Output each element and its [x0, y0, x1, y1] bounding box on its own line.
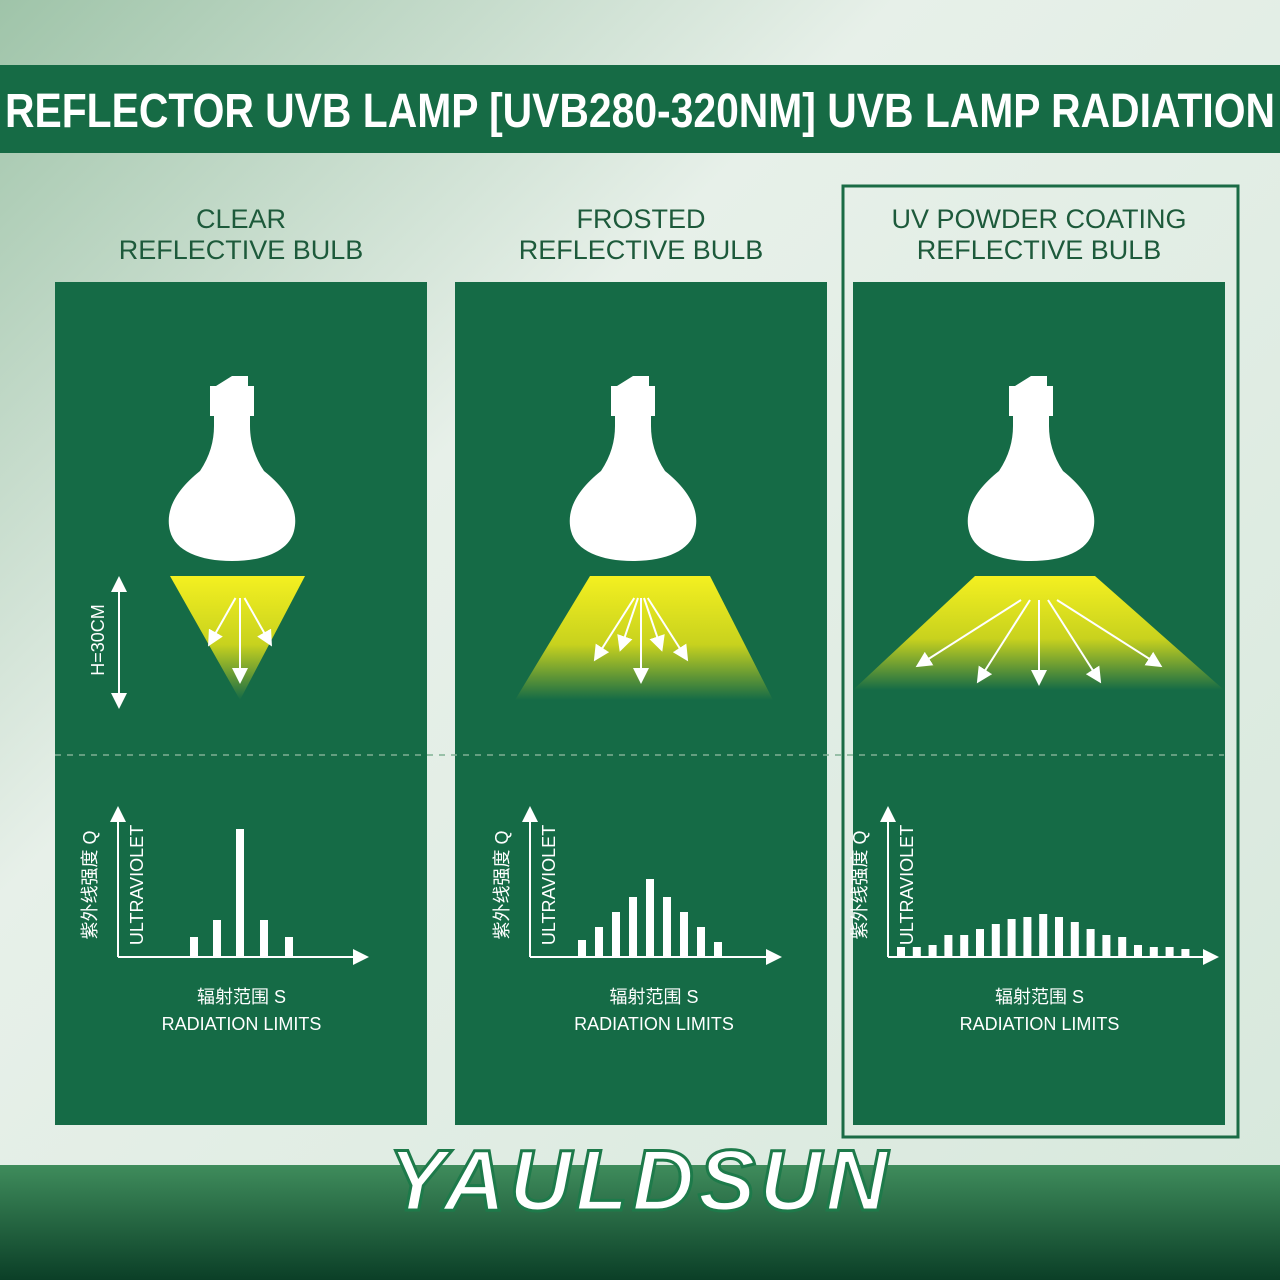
ray [243, 597, 272, 647]
bar [897, 947, 905, 957]
bar [1134, 945, 1142, 957]
bar [1181, 949, 1190, 957]
x-label-cn: 辐射范围 S [609, 987, 698, 1007]
ray [1056, 599, 1163, 668]
bar [1023, 917, 1032, 957]
bar [1070, 922, 1079, 957]
panel-title: REFLECTIVE BULB [917, 235, 1162, 265]
ray [646, 597, 689, 662]
panel-title: UV POWDER COATING [891, 204, 1186, 234]
y-label-cn: 紫外线强度 Q [492, 830, 512, 939]
ray [593, 597, 636, 662]
bar [714, 942, 722, 957]
x-label-cn: 辐射范围 S [197, 987, 286, 1007]
ray [1047, 599, 1102, 684]
bar [1149, 947, 1158, 957]
panel-title: REFLECTIVE BULB [519, 235, 764, 265]
bar [663, 897, 671, 957]
bar [1102, 935, 1111, 957]
bar [595, 927, 603, 957]
header-band [0, 65, 1280, 153]
ray [208, 597, 237, 647]
bar [213, 920, 221, 957]
x-label-en: RADIATION LIMITS [162, 1014, 322, 1034]
bar [697, 927, 705, 957]
height-label: H=30CM [88, 604, 108, 676]
x-label-en: RADIATION LIMITS [960, 1014, 1120, 1034]
bar [976, 929, 984, 957]
bar [928, 945, 937, 957]
ray [976, 599, 1031, 684]
ray [915, 599, 1022, 668]
ray [643, 597, 665, 652]
light-beam [170, 576, 305, 700]
bar [190, 937, 198, 957]
bar [1055, 917, 1063, 957]
bar [1165, 947, 1174, 957]
panel-title: REFLECTIVE BULB [119, 235, 364, 265]
x-label-cn: 辐射范围 S [995, 987, 1084, 1007]
ray [617, 597, 639, 652]
bar [285, 937, 293, 957]
y-label-cn: 紫外线强度 Q [80, 830, 100, 939]
panel-title: CLEAR [196, 204, 286, 234]
bulb [967, 376, 1095, 561]
y-label-en: ULTRAVIOLET [127, 825, 147, 945]
bar [1118, 937, 1127, 957]
bar [1086, 929, 1095, 957]
bar [1007, 919, 1016, 957]
bar [612, 912, 620, 957]
bar [912, 947, 921, 957]
bulb [168, 376, 296, 561]
bar [991, 924, 1000, 957]
header-title: REFLECTOR UVB LAMP [UVB280-320NM] UVB LA… [5, 85, 1275, 138]
x-label-en: RADIATION LIMITS [574, 1014, 734, 1034]
bar [578, 940, 586, 957]
highlight-frame [841, 184, 1240, 1139]
bar [1039, 914, 1048, 957]
brand: YAULDSUN [388, 1133, 891, 1229]
bar [680, 912, 688, 957]
bar [646, 879, 654, 957]
y-label-en: ULTRAVIOLET [539, 825, 559, 945]
bar [944, 935, 953, 957]
light-beam [515, 576, 773, 700]
y-label-cn: 紫外线强度 Q [850, 830, 870, 939]
bulb [569, 376, 697, 561]
bar [260, 920, 268, 957]
bar [236, 829, 244, 957]
panel-title: FROSTED [576, 204, 705, 234]
bar [629, 897, 637, 957]
y-label-en: ULTRAVIOLET [897, 825, 917, 945]
bar [960, 935, 969, 957]
footer-band [0, 1165, 1280, 1280]
